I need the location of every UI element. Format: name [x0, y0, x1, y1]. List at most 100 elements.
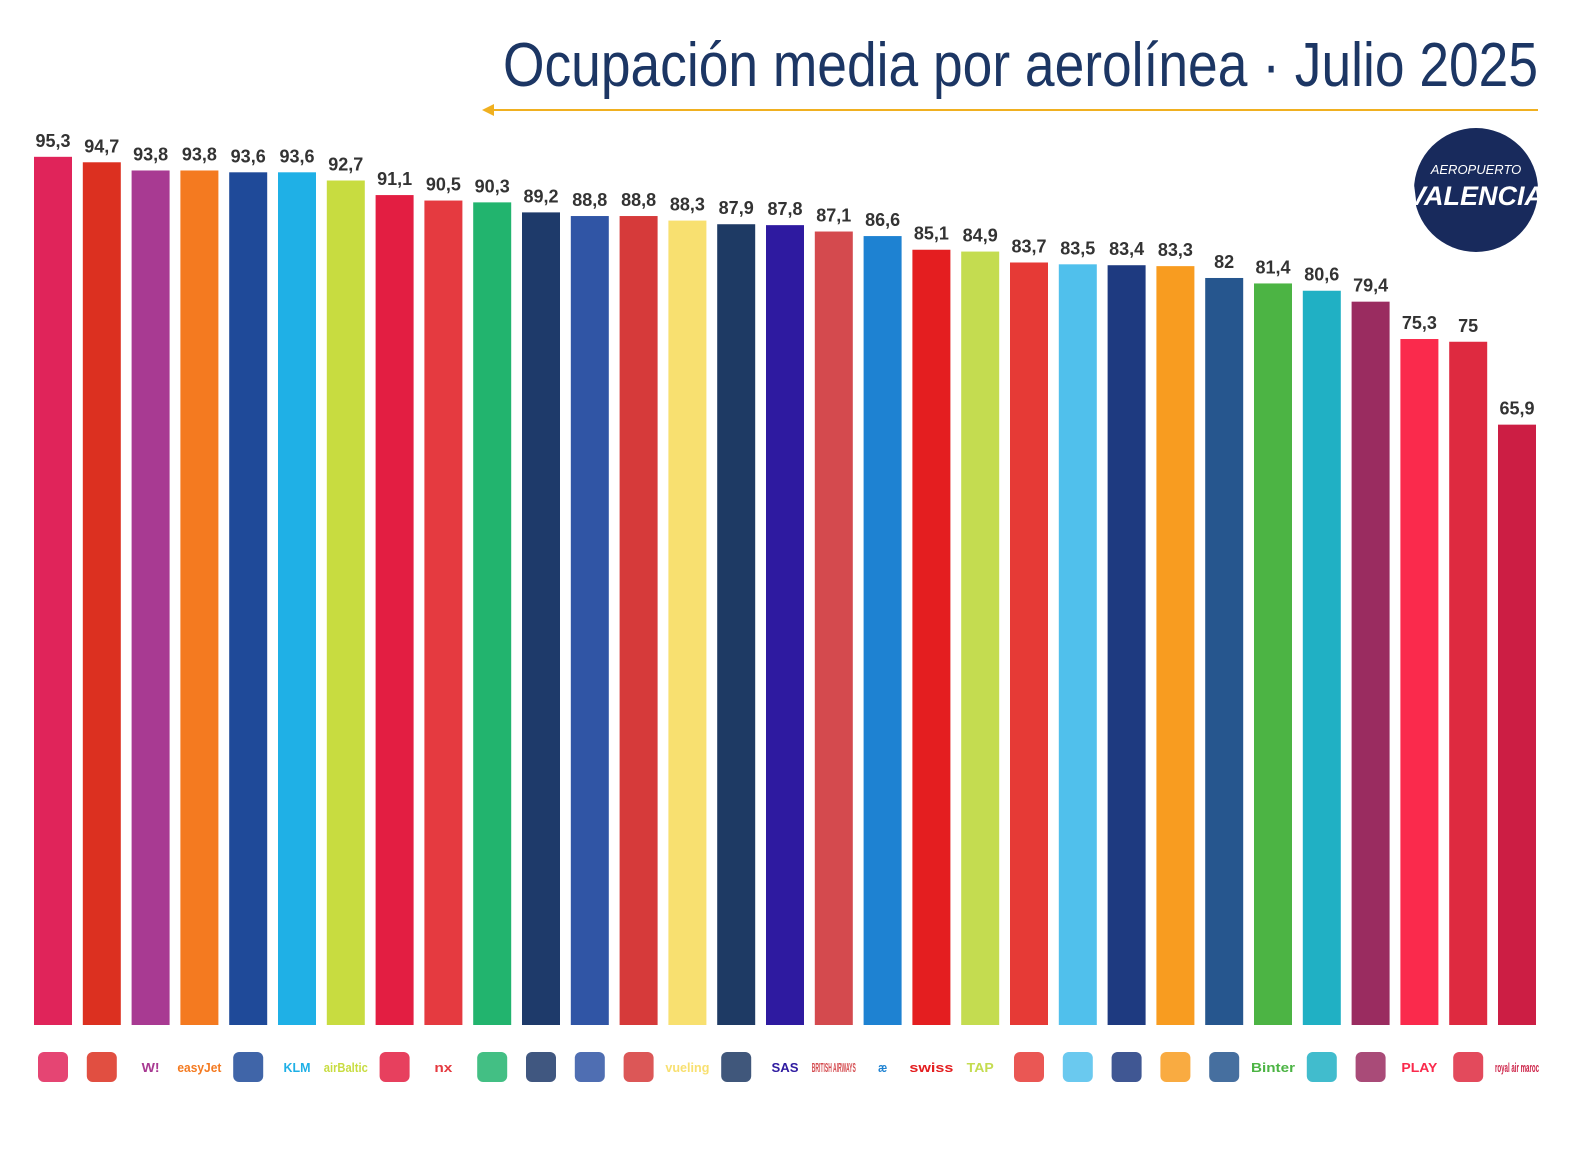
bar [326, 180, 365, 1026]
bar [1107, 265, 1146, 1025]
airline-logo [1453, 1052, 1484, 1082]
bar [278, 172, 316, 1025]
bar [229, 172, 268, 1025]
value-label: 87,1 [816, 206, 851, 226]
airline-logo [1160, 1052, 1191, 1082]
bar [1010, 262, 1048, 1025]
value-label: 83,3 [1158, 240, 1193, 260]
badge-text: VALENCIA [1408, 181, 1544, 211]
airline-logo [574, 1052, 605, 1082]
bar [473, 202, 512, 1025]
value-label: 85,1 [914, 224, 949, 244]
value-label: 80,6 [1304, 265, 1339, 285]
value-label: 93,6 [231, 146, 266, 166]
airline-logo [38, 1052, 68, 1082]
airline-logo [1306, 1052, 1337, 1082]
value-label: 90,5 [426, 175, 461, 195]
airline-logo [1062, 1052, 1093, 1082]
value-label: 93,8 [133, 144, 168, 164]
bar [375, 195, 414, 1026]
airline-logo [721, 1052, 752, 1082]
bar [522, 212, 560, 1025]
bar [1156, 266, 1195, 1026]
bar [34, 156, 72, 1025]
value-label: 89,2 [523, 186, 558, 206]
value-label: 83,5 [1060, 238, 1095, 258]
x-tick-label: swiss [909, 1060, 953, 1075]
value-label: 92,7 [328, 155, 363, 175]
x-tick-label: SAS [772, 1060, 799, 1075]
value-label: 82 [1214, 252, 1234, 272]
value-label: 75 [1458, 316, 1478, 336]
title-arrow [482, 104, 494, 116]
value-label: 95,3 [35, 131, 70, 151]
x-tick-label: BRITISH AIRWAYS [812, 1060, 856, 1075]
bar [863, 236, 902, 1026]
x-tick-label: easyJet [177, 1060, 222, 1075]
x-tick-label: PLAY [1401, 1060, 1437, 1075]
value-label: 84,9 [963, 226, 998, 246]
airline-logo [1355, 1052, 1386, 1082]
bar [961, 251, 1000, 1025]
bar [1449, 341, 1488, 1025]
chart-title: Ocupación media por aerolínea · Julio 20… [503, 31, 1538, 100]
value-label: 83,4 [1109, 239, 1144, 259]
value-label: 65,9 [1499, 399, 1534, 419]
bar [619, 216, 658, 1026]
x-tick-label: Binter [1251, 1060, 1295, 1075]
x-tick-label: royal air maroc [1495, 1060, 1539, 1075]
airline-logo [233, 1052, 264, 1082]
x-tick-label: vueling [665, 1060, 709, 1075]
x-tick-label: nx [434, 1060, 453, 1075]
bar [424, 200, 463, 1026]
value-label: 88,8 [621, 190, 656, 210]
bar [1058, 264, 1097, 1025]
airline-logo [86, 1052, 117, 1082]
x-tick-label: KLM [284, 1060, 311, 1075]
badge-text: AEROPUERTO [1430, 162, 1522, 177]
bar [1498, 424, 1536, 1025]
bar [668, 220, 707, 1025]
value-label: 79,4 [1353, 276, 1388, 296]
x-tick-label: airBaltic [324, 1060, 368, 1075]
value-label: 87,9 [719, 198, 754, 218]
airline-logo [623, 1052, 654, 1082]
bar [814, 231, 853, 1026]
bar [1302, 290, 1341, 1025]
value-label: 83,7 [1011, 236, 1046, 256]
value-label: 86,6 [865, 210, 900, 230]
value-label: 91,1 [377, 169, 412, 189]
value-label: 88,3 [670, 195, 705, 215]
airline-logo [1014, 1052, 1044, 1082]
airline-logo [1111, 1052, 1142, 1082]
airline-logo [526, 1052, 556, 1082]
bar [912, 249, 951, 1025]
value-label: 87,8 [767, 199, 802, 219]
value-label: 75,3 [1402, 313, 1437, 333]
airline-logo [477, 1052, 508, 1082]
bar [570, 216, 609, 1026]
bar [82, 162, 121, 1025]
bar [131, 170, 170, 1025]
bar [1254, 283, 1292, 1025]
bar [1400, 339, 1439, 1026]
value-label: 81,4 [1255, 257, 1290, 277]
value-label: 90,3 [475, 176, 510, 196]
value-label: 93,8 [182, 144, 217, 164]
x-tick-label: æ [878, 1060, 887, 1075]
bar [766, 225, 804, 1026]
x-tick-label: W! [142, 1060, 160, 1075]
airline-logo [379, 1052, 410, 1082]
bar [180, 170, 219, 1025]
badge [1414, 128, 1538, 252]
bar [1205, 277, 1244, 1026]
airline-logo [1209, 1052, 1240, 1082]
value-label: 94,7 [84, 136, 119, 156]
bar [717, 224, 756, 1025]
x-tick-label: TAP [967, 1060, 994, 1075]
bar [1351, 301, 1390, 1025]
value-label: 93,6 [279, 146, 314, 166]
value-label: 88,8 [572, 190, 607, 210]
